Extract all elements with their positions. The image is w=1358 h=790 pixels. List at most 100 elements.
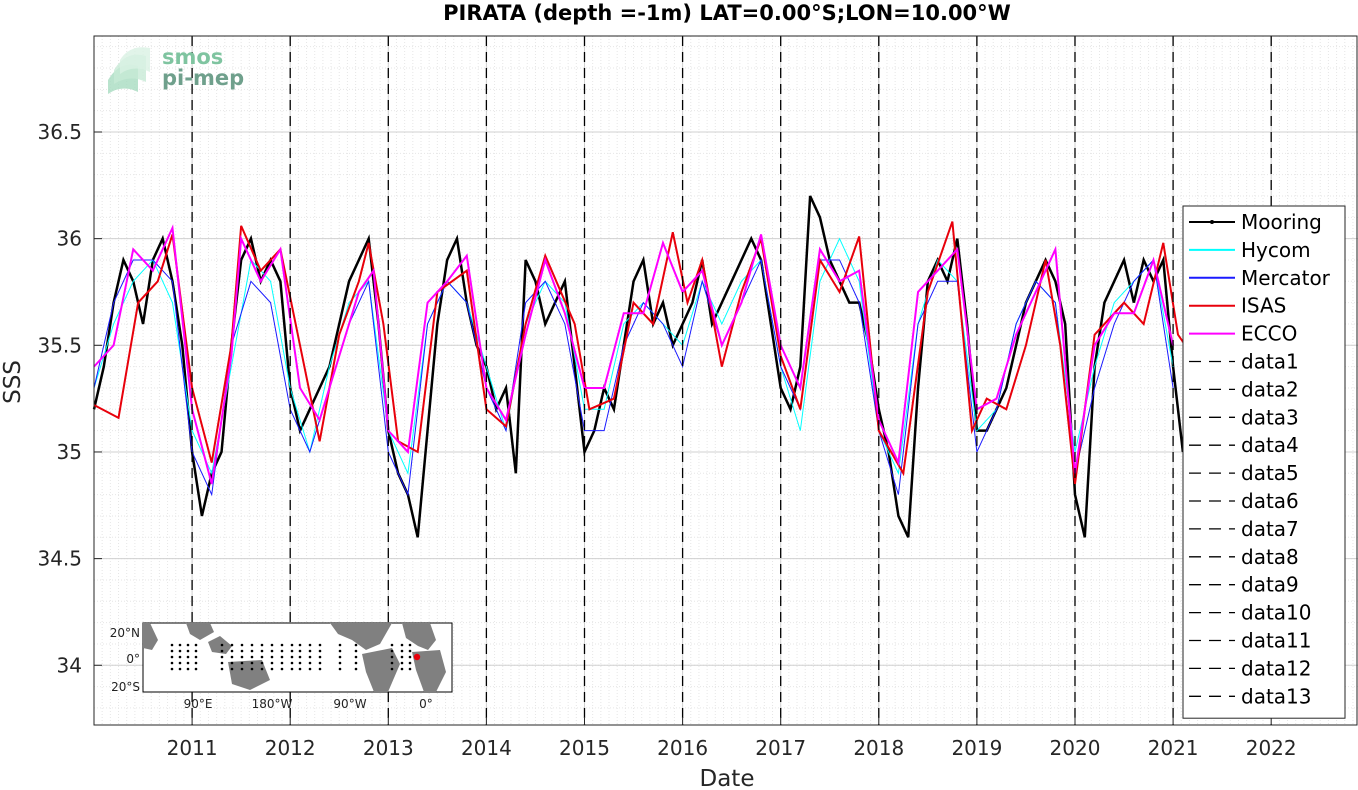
- inset-buoy-dot: [270, 643, 274, 647]
- inset-buoy-dot: [178, 649, 182, 653]
- inset-lat-label: 0°: [126, 652, 140, 666]
- inset-buoy-dot: [280, 655, 284, 659]
- inset-buoy-dot: [260, 661, 264, 665]
- inset-buoy-dot: [178, 643, 182, 647]
- inset-location-marker: [413, 653, 421, 661]
- inset-buoy-dot: [194, 667, 198, 671]
- inset-buoy-dot: [230, 661, 234, 665]
- inset-buoy-dot: [290, 649, 294, 653]
- inset-buoy-dot: [240, 655, 244, 659]
- inset-buoy-dot: [186, 661, 190, 665]
- inset-buoy-dot: [170, 643, 174, 647]
- inset-land: [208, 636, 232, 654]
- inset-buoy-dot: [308, 661, 312, 665]
- y-tick-label: 36: [57, 227, 82, 251]
- inset-buoy-dot: [400, 649, 404, 653]
- inset-buoy-dot: [298, 649, 302, 653]
- legend-label: Mooring: [1241, 210, 1322, 234]
- x-tick-label: 2021: [1148, 736, 1199, 760]
- inset-buoy-dot: [280, 667, 284, 671]
- inset-buoy-dot: [240, 667, 244, 671]
- axes-box: [93, 35, 1358, 726]
- y-tick-label: 35.5: [37, 333, 82, 357]
- logo-text-smos: smos: [162, 45, 223, 69]
- inset-buoy-dot: [270, 649, 274, 653]
- inset-buoy-dot: [408, 643, 412, 647]
- inset-land: [186, 623, 214, 640]
- inset-buoy-dot: [408, 667, 412, 671]
- x-tick-label: 2020: [1050, 736, 1101, 760]
- inset-buoy-dot: [186, 643, 190, 647]
- inset-buoy-dot: [400, 667, 404, 671]
- inset-buoy-dot: [400, 643, 404, 647]
- plot-area: 34 34.5 35 35.5 36 36.5 2011 2012 2013 2014 2015 20…: [37, 35, 1358, 760]
- inset-buoy-dot: [194, 643, 198, 647]
- x-tick-label: 2022: [1246, 736, 1297, 760]
- logo-text-pimep: pi-mep: [162, 66, 244, 90]
- inset-buoy-dot: [338, 655, 342, 659]
- inset-buoy-dot: [390, 661, 394, 665]
- legend-label: ECCO: [1241, 322, 1297, 346]
- inset-buoy-dot: [220, 661, 224, 665]
- inset-buoy-dot: [390, 643, 394, 647]
- inset-land: [402, 623, 436, 650]
- series-line-mooring: [92, 195, 1185, 538]
- inset-buoy-dot: [400, 661, 404, 665]
- inset-buoy-dot: [318, 643, 322, 647]
- inset-buoy-dot: [220, 649, 224, 653]
- inset-buoy-dot: [354, 649, 358, 653]
- legend-marker: [1210, 220, 1214, 224]
- x-tick-label: 2015: [559, 736, 610, 760]
- inset-buoy-dot: [260, 649, 264, 653]
- inset-buoy-dot: [390, 667, 394, 671]
- inset-buoy-dot: [250, 667, 254, 671]
- inset-buoy-dot: [290, 667, 294, 671]
- inset-buoy-dot: [354, 667, 358, 671]
- inset-buoy-dot: [186, 667, 190, 671]
- inset-lat-label: 20°S: [111, 680, 140, 694]
- inset-buoy-dot: [298, 661, 302, 665]
- legend-label: Mercator: [1241, 266, 1331, 290]
- inset-buoy-dot: [390, 655, 394, 659]
- inset-buoy-dot: [390, 649, 394, 653]
- inset-buoy-dot: [260, 643, 264, 647]
- inset-buoy-dot: [260, 655, 264, 659]
- inset-buoy-dot: [318, 667, 322, 671]
- inset-buoy-dot: [280, 661, 284, 665]
- inset-buoy-dot: [318, 655, 322, 659]
- legend-label: data13: [1241, 684, 1312, 708]
- inset-buoy-dot: [280, 643, 284, 647]
- x-tick-label: 2012: [265, 736, 316, 760]
- inset-land: [330, 623, 392, 650]
- x-tick-label: 2016: [657, 736, 708, 760]
- inset-buoy-dot: [170, 661, 174, 665]
- inset-buoy-dot: [298, 667, 302, 671]
- inset-buoy-dot: [220, 667, 224, 671]
- legend-label: data6: [1241, 489, 1299, 513]
- inset-buoy-dot: [338, 661, 342, 665]
- legend-label: data10: [1241, 601, 1312, 625]
- x-axis-label: Date: [700, 766, 755, 790]
- legend-box: [1182, 205, 1346, 719]
- y-tick-label: 36.5: [37, 120, 82, 144]
- x-tick-label: 2017: [755, 736, 806, 760]
- inset-buoy-dot: [338, 649, 342, 653]
- inset-buoy-dot: [290, 643, 294, 647]
- legend-label: data7: [1241, 517, 1299, 541]
- inset-buoy-dot: [270, 655, 274, 659]
- y-tick-label: 34: [57, 653, 82, 677]
- series-line-mercator: [93, 258, 1174, 497]
- x-tick-label: 2014: [461, 736, 512, 760]
- legend-label: data9: [1241, 573, 1299, 597]
- inset-buoy-dot: [354, 661, 358, 665]
- inset-buoy-dot: [240, 643, 244, 647]
- inset-buoy-dot: [408, 649, 412, 653]
- legend-label: ISAS: [1241, 294, 1286, 318]
- y-tick-label: 35: [57, 440, 82, 464]
- logo: smos pi-mep: [108, 45, 244, 94]
- x-tick-label: 2011: [167, 736, 218, 760]
- inset-buoy-dot: [178, 667, 182, 671]
- inset-buoy-dot: [194, 661, 198, 665]
- inset-buoy-dot: [230, 667, 234, 671]
- inset-buoy-dot: [308, 643, 312, 647]
